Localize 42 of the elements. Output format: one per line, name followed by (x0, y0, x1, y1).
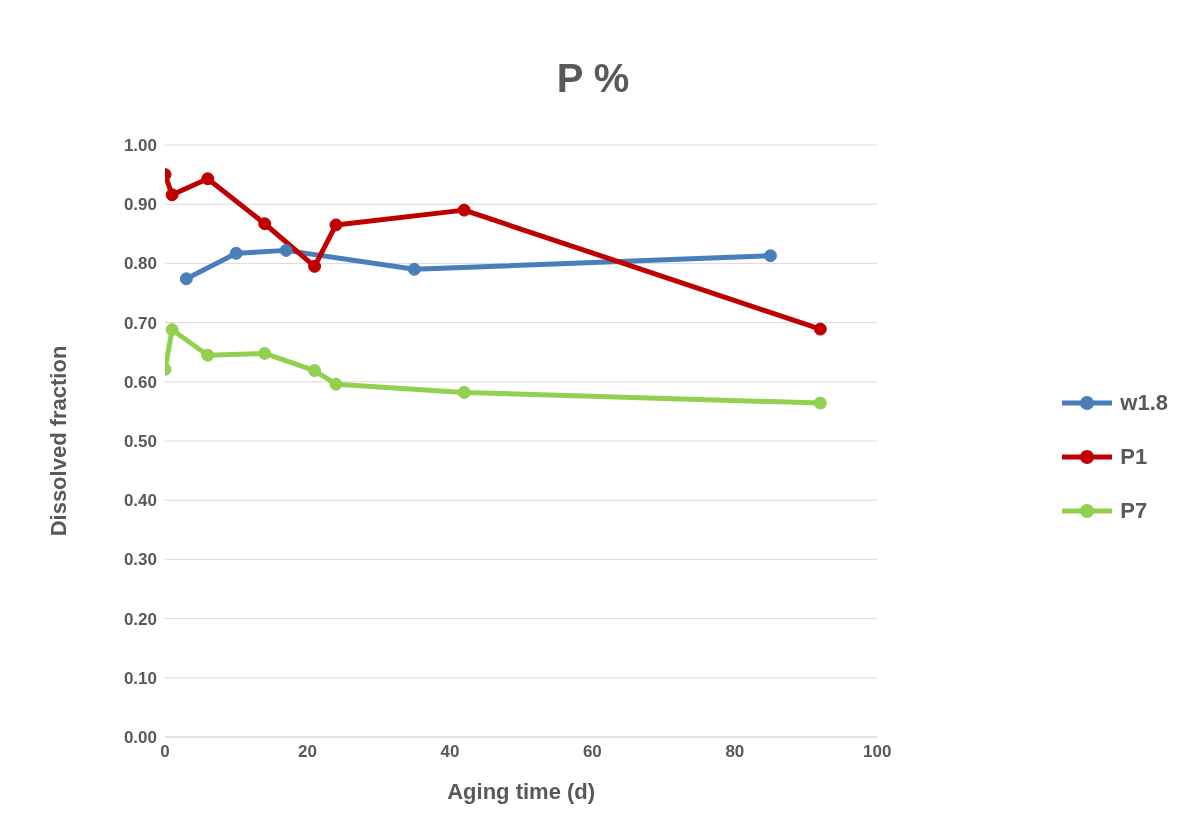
legend-label: w1.8 (1120, 390, 1168, 416)
point (813, 396, 827, 410)
x-tick-label: 100 (863, 742, 892, 762)
point (201, 348, 215, 362)
point (329, 377, 343, 391)
y-tick-label: 0.50 (123, 432, 157, 452)
y-tick-label: 0.30 (123, 550, 157, 570)
x-tick-label: 40 (440, 742, 460, 762)
y-tick-label: 0.40 (123, 491, 157, 511)
point (179, 272, 193, 286)
y-tick-label: 0.90 (123, 195, 157, 215)
y-tick-label: 0.20 (123, 609, 157, 629)
point (308, 364, 322, 378)
point (229, 246, 243, 260)
legend-label: P1 (1120, 444, 1148, 470)
y-tick-label: 0.70 (123, 313, 157, 333)
y-tick-label: 0.00 (123, 728, 157, 748)
y-axis-title: Dissolved fraction (45, 345, 71, 537)
point (813, 322, 827, 336)
x-tick-label: 20 (298, 742, 317, 762)
y-tick-label: 0.60 (123, 372, 157, 392)
y-tick-label: 0.10 (123, 668, 157, 688)
point (329, 218, 343, 232)
point (201, 172, 215, 186)
x-tick-label: 60 (582, 742, 602, 762)
point (258, 217, 272, 231)
point (258, 346, 272, 360)
legend-label: P7 (1120, 498, 1148, 524)
point (763, 249, 777, 263)
point (457, 385, 471, 399)
point (407, 262, 421, 276)
chart-title: P % (555, 55, 631, 100)
y-tick-label: 1.00 (123, 136, 157, 156)
y-tick-label: 0.80 (123, 254, 157, 274)
x-axis-title: Aging time (d) (447, 779, 596, 804)
point (165, 323, 179, 337)
x-tick-label: 80 (725, 742, 745, 762)
point (279, 243, 293, 257)
point (308, 259, 322, 273)
point (165, 188, 179, 202)
point (457, 203, 471, 217)
x-tick-label: 0 (160, 742, 170, 762)
